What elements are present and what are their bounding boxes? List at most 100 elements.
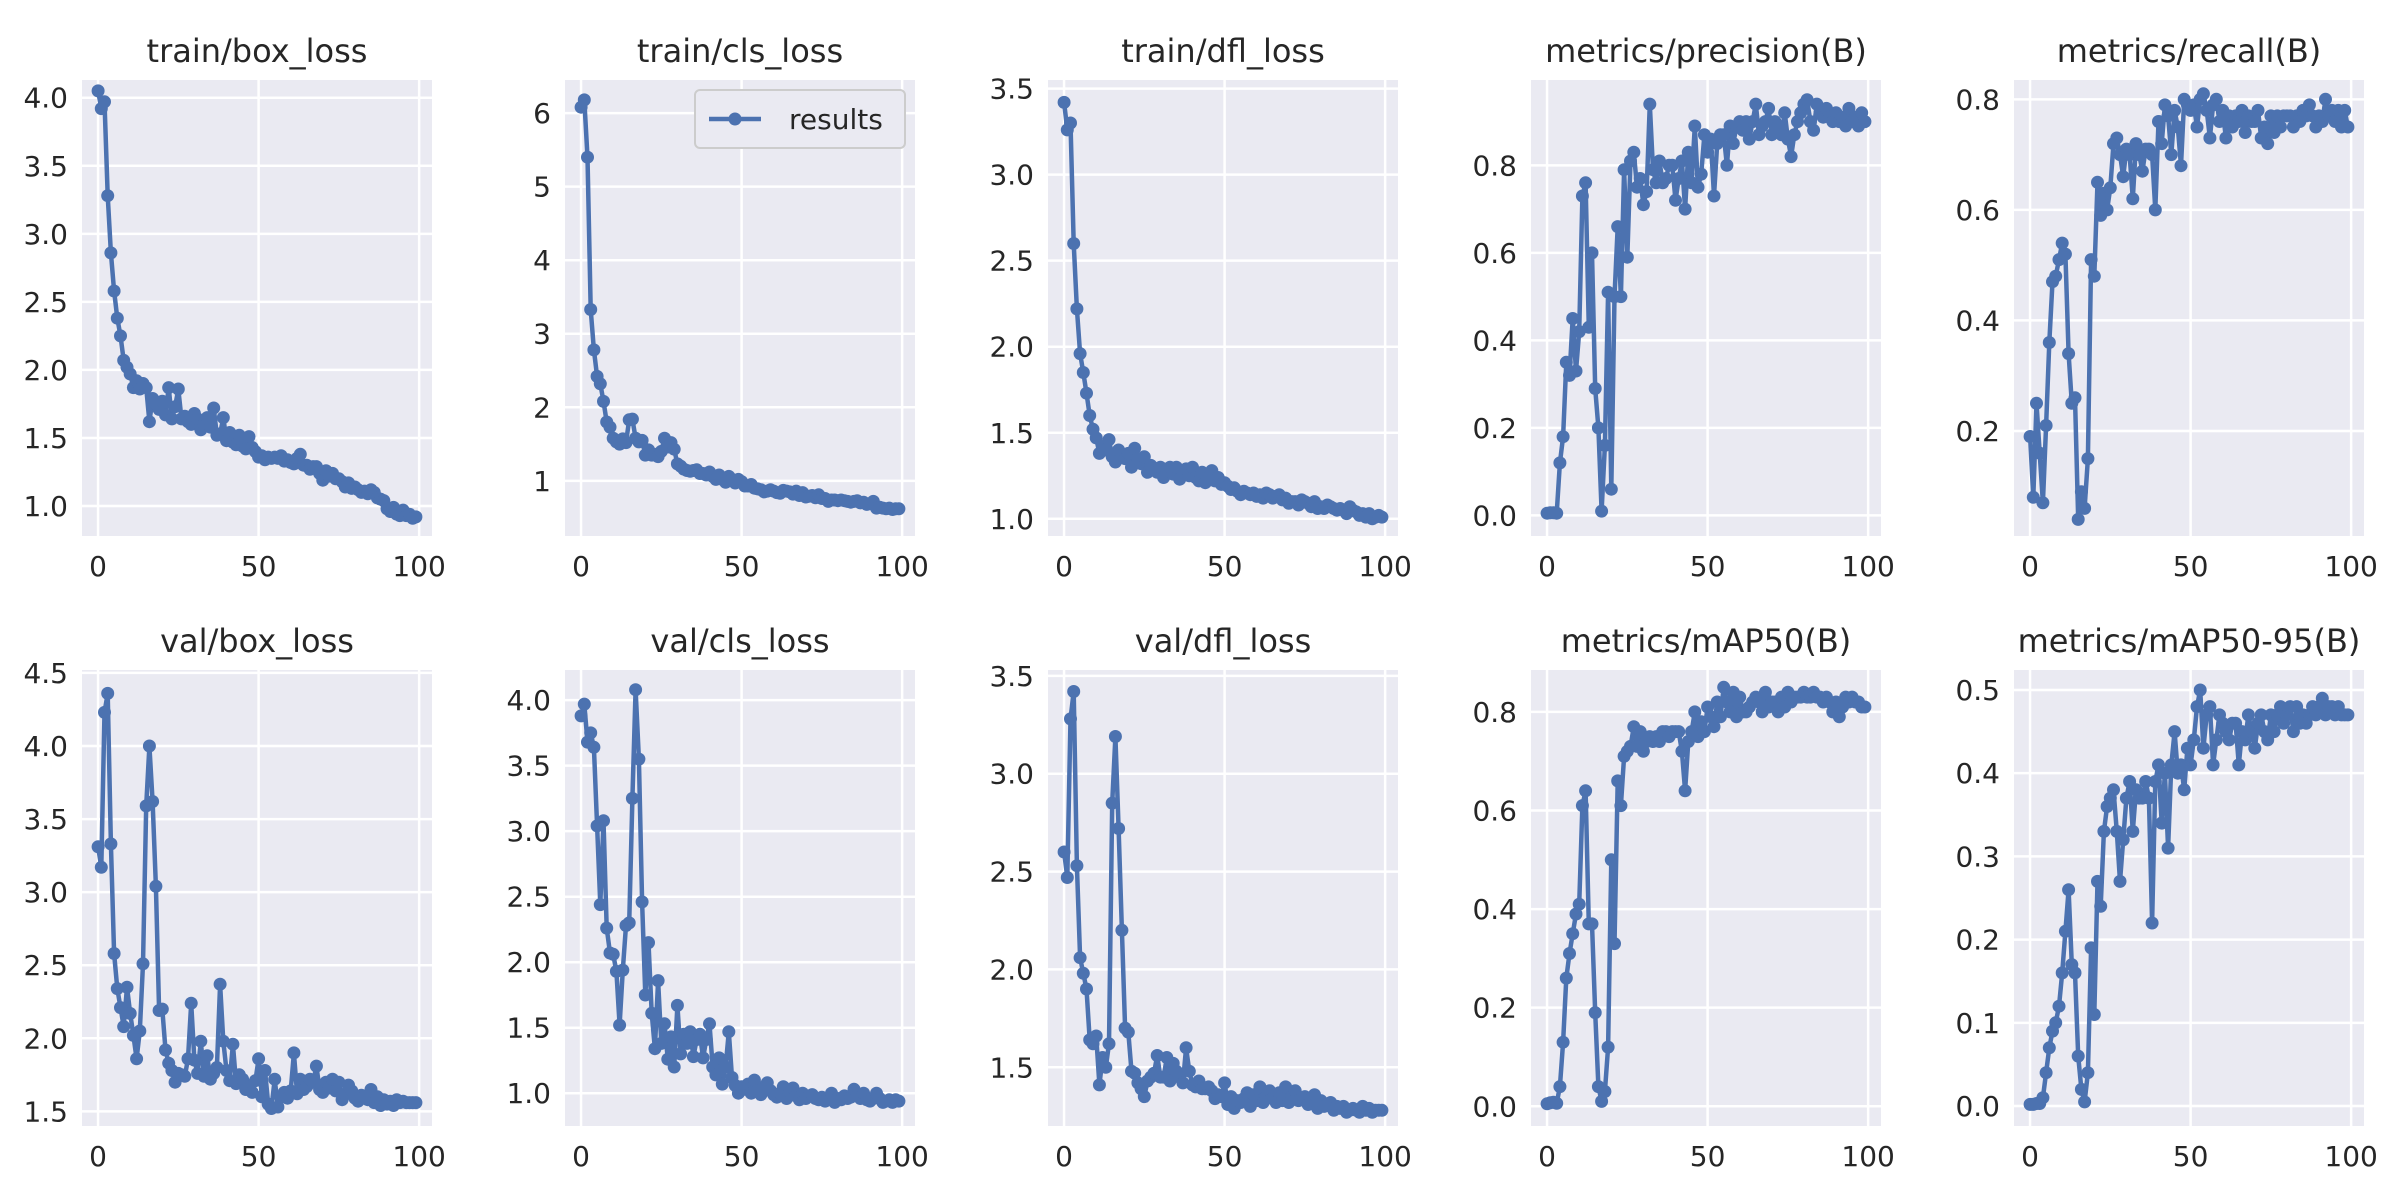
y-tick-label: 3.5: [989, 73, 1034, 106]
data-point: [1179, 1041, 1193, 1055]
data-point: [252, 1052, 266, 1066]
data-point: [1608, 937, 1621, 951]
data-point: [2209, 733, 2223, 747]
data-point: [1598, 438, 1612, 452]
data-point: [1678, 202, 1692, 216]
x-tick-label: 100: [2324, 550, 2377, 583]
data-point: [1566, 312, 1580, 325]
data-point: [2039, 419, 2053, 432]
x-tick-label: 0: [1055, 550, 1073, 583]
data-point: [409, 510, 423, 524]
x-tick-label: 100: [1841, 550, 1894, 583]
data-point: [1550, 1096, 1564, 1110]
y-tick-label: 2.0: [506, 946, 551, 979]
data-point: [1121, 1025, 1135, 1039]
data-point: [2081, 1066, 2095, 1080]
data-point: [2254, 708, 2268, 722]
legend-label: results: [789, 103, 883, 136]
legend-box: [694, 89, 906, 149]
data-point: [2155, 137, 2169, 151]
data-point: [2049, 1016, 2063, 1030]
data-point: [2084, 941, 2098, 955]
y-tick-label: 0.4: [1472, 324, 1517, 357]
data-point: [1102, 1037, 1116, 1051]
data-point: [1784, 150, 1798, 164]
x-tick-label: 50: [724, 1140, 760, 1173]
data-point: [1559, 971, 1573, 985]
x-tick-label: 100: [875, 1140, 928, 1173]
data-point: [747, 1073, 761, 1087]
data-point: [2126, 824, 2140, 838]
data-point: [1636, 198, 1650, 212]
panel-title: val/cls_loss: [650, 622, 829, 660]
y-tick-label: 2.5: [506, 881, 551, 914]
y-tick-label: 4.5: [23, 657, 68, 690]
data-point: [1672, 725, 1686, 739]
data-point: [2036, 1091, 2050, 1105]
data-point: [686, 1050, 700, 1064]
data-point: [1569, 364, 1583, 378]
data-point: [1640, 185, 1654, 199]
data-point: [593, 377, 607, 391]
data-point: [1752, 695, 1766, 709]
data-point: [1598, 1085, 1612, 1098]
data-point: [1800, 93, 1814, 107]
data-point: [184, 996, 198, 1010]
data-point: [149, 879, 163, 893]
data-point: [258, 1064, 272, 1077]
x-tick-label: 100: [1358, 1140, 1411, 1173]
data-point: [1553, 456, 1567, 470]
y-tick-label: 0.2: [1955, 924, 2000, 957]
data-point: [2055, 236, 2069, 250]
data-point: [1601, 1040, 1615, 1054]
x-tick-label: 100: [1358, 550, 1411, 583]
data-point: [1096, 1051, 1110, 1064]
y-tick-label: 2.5: [23, 286, 68, 319]
panel-val-dfl-loss: 0 50 100 1.5 2.0 2.5 3.0 3.5 val/dfl_loss: [989, 622, 1411, 1173]
data-point: [117, 1020, 131, 1034]
y-tick-label: 2.0: [23, 1022, 68, 1055]
data-point: [2074, 1082, 2088, 1096]
panel-train-box-loss: 0 50 100 1.0 1.5 2.0 2.5 3.0 3.5 4.0 train/box_los…: [23, 32, 445, 583]
x-tick-label: 0: [89, 1140, 107, 1173]
data-point: [2078, 1095, 2092, 1109]
data-point: [2248, 115, 2262, 128]
y-tick-label: 0.6: [1472, 794, 1517, 827]
data-point: [2171, 120, 2185, 134]
data-point: [1691, 180, 1705, 194]
data-point: [674, 1047, 688, 1061]
plot-area: [1531, 670, 1881, 1126]
y-tick-label: 2: [533, 391, 551, 424]
data-point: [667, 442, 681, 456]
data-point: [703, 1017, 716, 1031]
data-point: [2042, 1041, 2056, 1055]
data-point: [1643, 97, 1657, 111]
data-point: [2190, 120, 2204, 134]
y-tick-label: 1.5: [23, 422, 68, 455]
data-point: [616, 963, 630, 977]
data-point: [2196, 741, 2210, 755]
data-point: [2338, 103, 2352, 117]
data-point: [171, 382, 185, 396]
y-tick-label: 6: [533, 97, 551, 130]
x-tick-label: 50: [1207, 550, 1243, 583]
y-tick-label: 4.0: [506, 684, 551, 717]
data-point: [268, 1072, 282, 1086]
data-point: [1604, 853, 1618, 867]
x-tick-label: 100: [875, 550, 928, 583]
data-point: [187, 1053, 201, 1067]
data-point: [1064, 116, 1077, 130]
data-point: [1669, 193, 1682, 207]
data-point: [2087, 1008, 2101, 1021]
y-tick-label: 3.0: [989, 758, 1034, 791]
y-tick-label: 1.0: [506, 1077, 551, 1110]
data-point: [1858, 115, 1872, 129]
data-point: [1620, 250, 1634, 264]
y-tick-label: 0.2: [1955, 415, 2000, 448]
y-tick-label: 1.0: [23, 490, 68, 523]
panel-metrics-precision-b: 0 50 100 0.0 0.2 0.4 0.6 0.8 metrics/precision(B…: [1472, 32, 1894, 583]
data-point: [114, 1001, 127, 1015]
data-point: [2152, 115, 2165, 128]
plot-area: [2014, 80, 2364, 536]
data-point: [2274, 120, 2287, 134]
